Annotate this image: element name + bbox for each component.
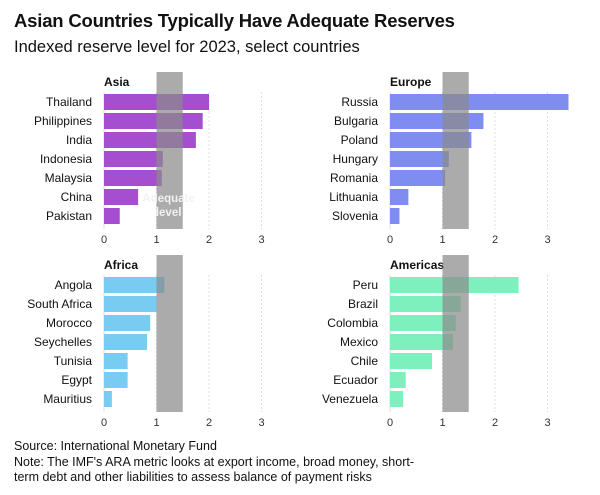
annotation-line-2: level — [156, 207, 182, 219]
americas-category-label: Mexico — [340, 335, 378, 349]
methodology-note-line-1: Note: The IMF's ARA metric looks at expo… — [14, 454, 414, 469]
africa-bar-egypt — [104, 372, 128, 388]
europe-x-tick-label: 1 — [439, 234, 445, 246]
africa-category-label: Tunisia — [54, 354, 93, 368]
americas-x-tick-label: 0 — [387, 417, 393, 429]
footer: Source: International Monetary Fund Note… — [14, 439, 414, 486]
asia-bar-indonesia — [104, 151, 163, 167]
asia-bar-china — [104, 189, 139, 205]
africa-x-tick-label: 0 — [101, 417, 107, 429]
americas-panel-title: Americas — [390, 258, 444, 272]
asia-category-label: Pakistan — [46, 209, 92, 223]
africa-category-label: Seychelles — [34, 335, 92, 349]
europe-x-tick-label: 2 — [492, 234, 498, 246]
europe-bar-romania — [390, 170, 446, 186]
americas-bar-chile — [390, 353, 432, 369]
europe-x-tick-label: 0 — [387, 234, 393, 246]
americas-category-label: Brazil — [348, 297, 378, 311]
africa-panel-title: Africa — [104, 258, 138, 272]
annotation-line-1: Adequate — [142, 193, 194, 205]
americas-bar-mexico — [390, 334, 453, 350]
asia-bar-pakistan — [104, 208, 120, 224]
europe-bar-hungary — [390, 151, 449, 167]
africa-category-label: Mauritius — [43, 392, 92, 406]
americas-bar-venezuela — [390, 391, 404, 407]
americas-category-label: Venezuela — [322, 392, 378, 406]
americas-x-tick-label: 1 — [439, 417, 445, 429]
africa-x-tick-label: 1 — [153, 417, 159, 429]
africa-bar-mauritius — [104, 391, 112, 407]
africa-bar-tunisia — [104, 353, 128, 369]
africa-category-label: Egypt — [61, 373, 92, 387]
africa-x-tick-label: 2 — [206, 417, 212, 429]
asia-x-tick-label: 3 — [258, 234, 264, 246]
asia-panel-title: Asia — [104, 75, 130, 89]
europe-category-label: Bulgaria — [334, 114, 378, 128]
africa-bar-south-africa — [104, 296, 157, 312]
europe-category-label: Poland — [341, 133, 378, 147]
europe-bar-russia — [390, 94, 569, 110]
africa-x-tick-label: 3 — [258, 417, 264, 429]
asia-category-label: Philippines — [34, 114, 92, 128]
americas-x-tick-label: 3 — [544, 417, 550, 429]
africa-category-label: Morocco — [46, 316, 92, 330]
asia-x-tick-label: 0 — [101, 234, 107, 246]
europe-category-label: Hungary — [333, 152, 378, 166]
asia-x-tick-label: 1 — [153, 234, 159, 246]
europe-panel-title: Europe — [390, 75, 432, 89]
africa-adequate-band — [156, 255, 183, 412]
asia-category-label: Malaysia — [45, 171, 93, 185]
asia-x-tick-label: 2 — [206, 234, 212, 246]
asia-adequate-band — [156, 72, 183, 229]
africa-category-label: South Africa — [27, 297, 92, 311]
africa-category-label: Angola — [55, 278, 93, 292]
chart-title: Asian Countries Typically Have Adequate … — [14, 10, 455, 31]
americas-bar-ecuador — [390, 372, 406, 388]
asia-bar-philippines — [104, 113, 203, 129]
americas-category-label: Colombia — [327, 316, 378, 330]
source-note: Source: International Monetary Fund — [14, 439, 217, 453]
europe-bar-bulgaria — [390, 113, 484, 129]
europe-bar-lithuania — [390, 189, 409, 205]
europe-category-label: Romania — [330, 171, 378, 185]
europe-category-label: Russia — [341, 95, 378, 109]
europe-adequate-band — [442, 72, 469, 229]
asia-band-annotation: Adequate level — [142, 193, 194, 219]
africa-bar-seychelles — [104, 334, 148, 350]
europe-category-label: Slovenia — [332, 209, 378, 223]
methodology-note-line-2: term debt and other liabilities to asses… — [14, 470, 372, 484]
americas-category-label: Chile — [351, 354, 379, 368]
americas-adequate-band — [442, 255, 469, 412]
americas-category-label: Peru — [353, 278, 378, 292]
americas-bar-colombia — [390, 315, 456, 331]
asia-category-label: Thailand — [46, 95, 92, 109]
asia-bar-malaysia — [104, 170, 162, 186]
europe-category-label: Lithuania — [329, 190, 378, 204]
americas-x-tick-label: 2 — [492, 417, 498, 429]
europe-x-tick-label: 3 — [544, 234, 550, 246]
chart-subtitle: Indexed reserve level for 2023, select c… — [14, 38, 360, 56]
americas-category-label: Ecuador — [333, 373, 378, 387]
asia-category-label: China — [61, 190, 93, 204]
asia-category-label: India — [66, 133, 92, 147]
africa-bar-morocco — [104, 315, 151, 331]
small-multiples-bar-chart: Asia Thailand Philippines India Indonesia Mal… — [27, 72, 569, 429]
asia-category-label: Indonesia — [40, 152, 92, 166]
africa-bar-angola — [104, 277, 165, 293]
europe-bar-slovenia — [390, 208, 400, 224]
